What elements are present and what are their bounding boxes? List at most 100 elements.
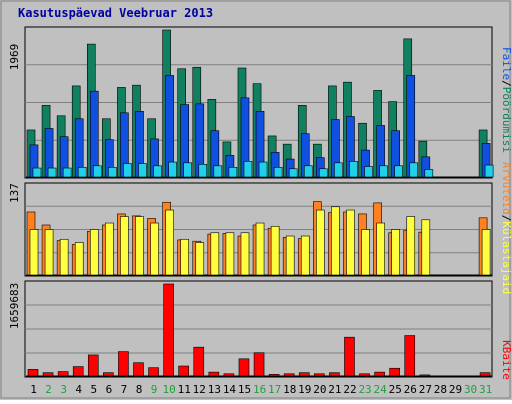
x-tick-label: 5 (91, 383, 98, 396)
bar-kbytes-day-25 (389, 367, 400, 377)
x-tick-label: 12 (193, 383, 206, 396)
bar-kbytes-day-1 (27, 369, 39, 377)
x-tick-label: 18 (283, 383, 296, 396)
bar-visits-day-21 (334, 162, 343, 178)
x-tick-label: 26 (404, 383, 417, 396)
bar-visits-day-13 (213, 165, 223, 178)
bar-visitors-day-2 (44, 229, 54, 276)
y-max-label-visitors: 137 (8, 183, 21, 203)
bar-kbytes-day-6 (103, 372, 114, 377)
bar-kbytes-day-2 (42, 372, 54, 377)
bar-kbytes-day-18 (283, 373, 295, 377)
legend-panel1: Faile/Pöördumisi (500, 47, 512, 153)
x-tick-label: 16 (253, 383, 266, 396)
bar-files-day-26 (406, 75, 416, 178)
bar-kbytes-day-14 (223, 373, 235, 377)
bar-visits-day-3 (62, 167, 72, 178)
bar-visitors-day-6 (105, 222, 114, 276)
bar-visitors-day-12 (195, 242, 205, 276)
bar-visits-day-4 (77, 166, 87, 178)
x-tick-label: 21 (328, 383, 341, 396)
bar-visitors-day-31 (481, 229, 491, 276)
bar-visits-day-7 (123, 163, 132, 178)
bar-visitors-day-16 (255, 222, 265, 276)
bar-visitors-day-8 (135, 216, 144, 276)
legend-pages: Pöördumisi (500, 87, 512, 153)
bar-kbytes-day-21 (329, 372, 340, 377)
x-tick-label: 23 (358, 383, 371, 396)
legend-separator: / (500, 80, 512, 87)
x-axis-day-labels: 1 2 3 4 5 6 7 8 9 10 11 12 13 14 15 16 17 18 19 20 21 22 23 24 2… (30, 383, 492, 396)
bar-kbytes-day-4 (72, 366, 84, 377)
bar-kbytes-day-26 (404, 335, 416, 377)
bar-visitors-day-15 (240, 232, 250, 276)
bar-kbytes-day-24 (374, 371, 385, 377)
bar-kbytes-day-5 (87, 354, 99, 377)
bar-visitors-day-18 (285, 235, 295, 276)
bar-kbytes-day-19 (298, 372, 310, 377)
bar-kbytes-day-22 (344, 336, 355, 377)
bar-visitors-day-4 (74, 242, 84, 276)
bar-kbytes-day-31 (479, 372, 491, 377)
bar-visitors-day-25 (391, 229, 400, 276)
bar-visitors-day-19 (300, 235, 310, 276)
bar-kbytes-day-23 (359, 373, 370, 377)
bar-visitors-day-17 (270, 225, 280, 276)
legend-visitors: Külastajaid (500, 221, 512, 294)
panel-kbytes (24, 280, 493, 378)
bar-visits-day-23 (364, 166, 373, 178)
bar-visitors-day-13 (210, 232, 220, 276)
bar-visitors-day-9 (150, 222, 159, 276)
bar-visits-day-31 (484, 164, 494, 178)
bar-files-day-5 (89, 90, 99, 178)
bar-visitors-day-23 (361, 229, 370, 276)
bar-visitors-day-11 (180, 238, 189, 276)
bar-kbytes-day-13 (208, 371, 220, 377)
x-tick-label: 28 (434, 383, 447, 396)
bar-visits-day-19 (303, 165, 313, 178)
x-tick-label: 3 (60, 383, 67, 396)
bar-visitors-day-5 (89, 229, 99, 276)
x-tick-label: 20 (313, 383, 326, 396)
bar-visits-day-11 (183, 162, 192, 178)
bar-kbytes-day-10 (163, 283, 174, 377)
bar-visitors-day-21 (331, 206, 340, 276)
bar-visits-day-27 (424, 169, 434, 178)
x-tick-label: 30 (464, 383, 477, 396)
x-tick-label: 22 (343, 383, 356, 396)
x-tick-label: 27 (419, 383, 432, 396)
bar-visitors-day-24 (376, 222, 385, 276)
bar-visitors-day-7 (120, 216, 129, 276)
legend-hosts: Arvuteid (500, 162, 512, 215)
bar-visits-day-10 (168, 161, 177, 178)
x-tick-label: 9 (151, 383, 158, 396)
legend-kbytes: KBaite (500, 340, 512, 380)
legend-files: Faile (500, 47, 512, 80)
bar-visits-day-24 (379, 165, 388, 178)
panel-visitors (24, 182, 493, 277)
bar-visitors-day-14 (225, 232, 235, 276)
bar-visits-day-9 (153, 165, 162, 178)
bar-kbytes-day-20 (314, 373, 325, 377)
x-tick-label: 14 (223, 383, 237, 396)
bar-kbytes-day-8 (133, 362, 144, 377)
x-tick-label: 24 (374, 383, 388, 396)
x-tick-label: 7 (121, 383, 128, 396)
x-tick-label: 1 (30, 383, 37, 396)
bar-visitors-day-3 (59, 238, 69, 276)
bar-kbytes-day-7 (118, 351, 129, 377)
bar-visits-day-20 (319, 168, 328, 178)
bar-visits-day-5 (92, 165, 102, 178)
bar-visits-day-16 (258, 161, 268, 178)
legend-panel2: Arvuteid/Külastajaid (500, 162, 512, 294)
bar-visits-day-26 (409, 162, 419, 178)
legend-separator: / (500, 215, 512, 222)
bar-visits-day-25 (394, 165, 403, 178)
x-tick-label: 25 (389, 383, 402, 396)
bar-kbytes-day-17 (268, 374, 280, 377)
x-tick-label: 10 (163, 383, 176, 396)
bar-kbytes-day-9 (148, 367, 159, 377)
